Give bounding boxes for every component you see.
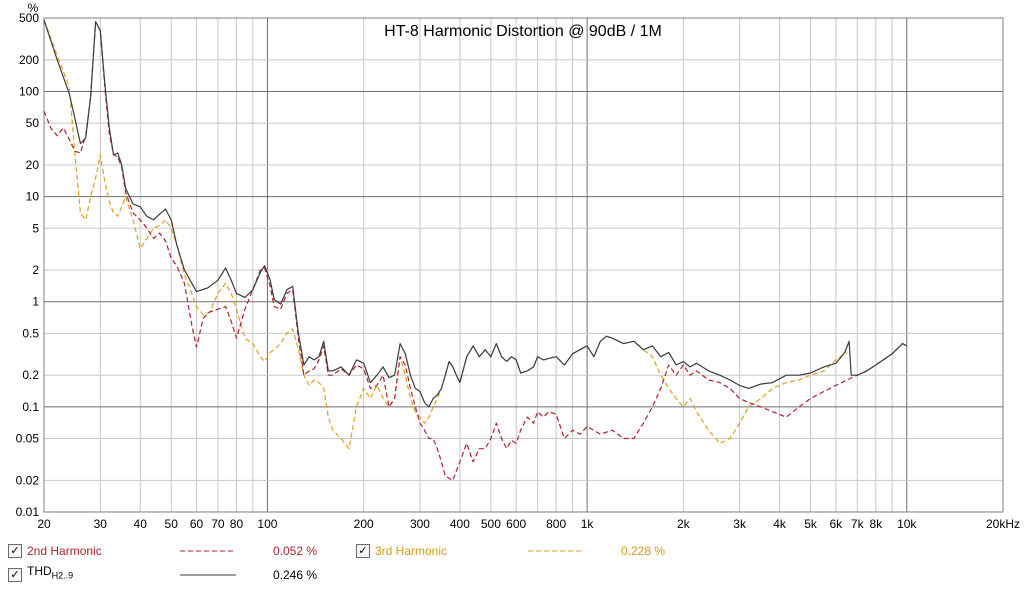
series-line-thd [43,19,908,408]
legend-label-3rd-harmonic: 3rd Harmonic [375,544,448,558]
legend-item-2nd-harmonic: ✓ 2nd Harmonic 0.052 % [8,542,348,560]
x-tick-label: 6k [830,517,844,531]
y-tick-label: 0.2 [22,368,39,382]
x-tick-label: 70 [211,517,225,531]
y-tick-label: 20 [26,158,40,172]
y-tick-label: 5 [32,221,39,235]
legend-label-thd-subscript: H2..9 [51,570,74,581]
checkbox-thd[interactable]: ✓ [8,568,22,582]
y-tick-label: 200 [19,53,39,67]
x-tick-label: 40 [134,517,148,531]
legend-swatch-3rd-harmonic [528,550,584,552]
x-tick-label: 400 [450,517,470,531]
x-tick-label: 80 [230,517,244,531]
tick-labels: 20 30 40 50 60 70 80 100 200 300 400 500 600 800 1k 2k 3… [16,11,1020,531]
y-tick-label: 0.01 [16,505,40,519]
x-tick-label: 8k [869,517,883,531]
y-tick-label: 2 [32,263,39,277]
x-tick-label: 7k [851,517,865,531]
y-tick-label: 50 [26,116,40,130]
y-tick-label: 10 [26,190,40,204]
y-tick-label: 1 [32,295,39,309]
x-tick-label: 2k [677,517,691,531]
y-tick-label: 0.5 [22,326,39,340]
plot-frame [43,17,1004,513]
legend-value-3rd-harmonic: 0.228 % [621,544,666,558]
x-tick-label: 1k [581,517,595,531]
legend-item-3rd-harmonic: ✓ 3rd Harmonic 0.228 % [356,542,696,560]
plot-area [44,18,1003,512]
checkbox-3rd-harmonic[interactable]: ✓ [356,544,370,558]
x-tick-label: 10k [897,517,917,531]
legend-label-thd: THDH2..9 [27,564,73,580]
legend-value-thd: 0.246 % [273,568,318,582]
series-line-2nd-harmonic [43,21,908,481]
x-tick-label: 60 [190,517,204,531]
x-tick-label: 20kHz [986,517,1020,531]
legend-swatch-2nd-harmonic [180,550,236,552]
legend-item-thd: ✓ THDH2..9 0.246 % [8,564,348,584]
x-tick-label: 800 [546,517,566,531]
x-tick-label: 50 [165,517,179,531]
legend-label-2nd-harmonic: 2nd Harmonic [27,544,102,558]
x-tick-label: 100 [257,517,277,531]
x-tick-label: 30 [94,517,108,531]
x-tick-label: 600 [506,517,526,531]
checkbox-2nd-harmonic[interactable]: ✓ [8,544,22,558]
y-tick-label: 0.02 [16,473,40,487]
x-tick-label: 200 [354,517,374,531]
x-tick-label: 5k [804,517,818,531]
distortion-chart: 20 30 40 50 60 70 80 100 200 300 400 500 600 800 1k 2k 3… [16,1,1020,531]
y-tick-label: 0.05 [16,432,40,446]
legend-label-thd-text: THD [27,564,52,578]
x-tick-label: 4k [773,517,787,531]
legend-swatch-thd [180,574,236,576]
y-axis-label: % [28,1,39,15]
x-tick-label: 500 [481,517,501,531]
y-tick-label: 500 [19,11,39,25]
y-tick-label: 0.1 [22,400,39,414]
x-tick-label: 300 [410,517,430,531]
x-tick-label: 20 [37,517,51,531]
y-tick-label: 100 [19,84,39,98]
chart-title: HT-8 Harmonic Distortion @ 90dB / 1M [384,23,662,40]
legend-value-2nd-harmonic: 0.052 % [273,544,318,558]
x-tick-label: 3k [733,517,747,531]
